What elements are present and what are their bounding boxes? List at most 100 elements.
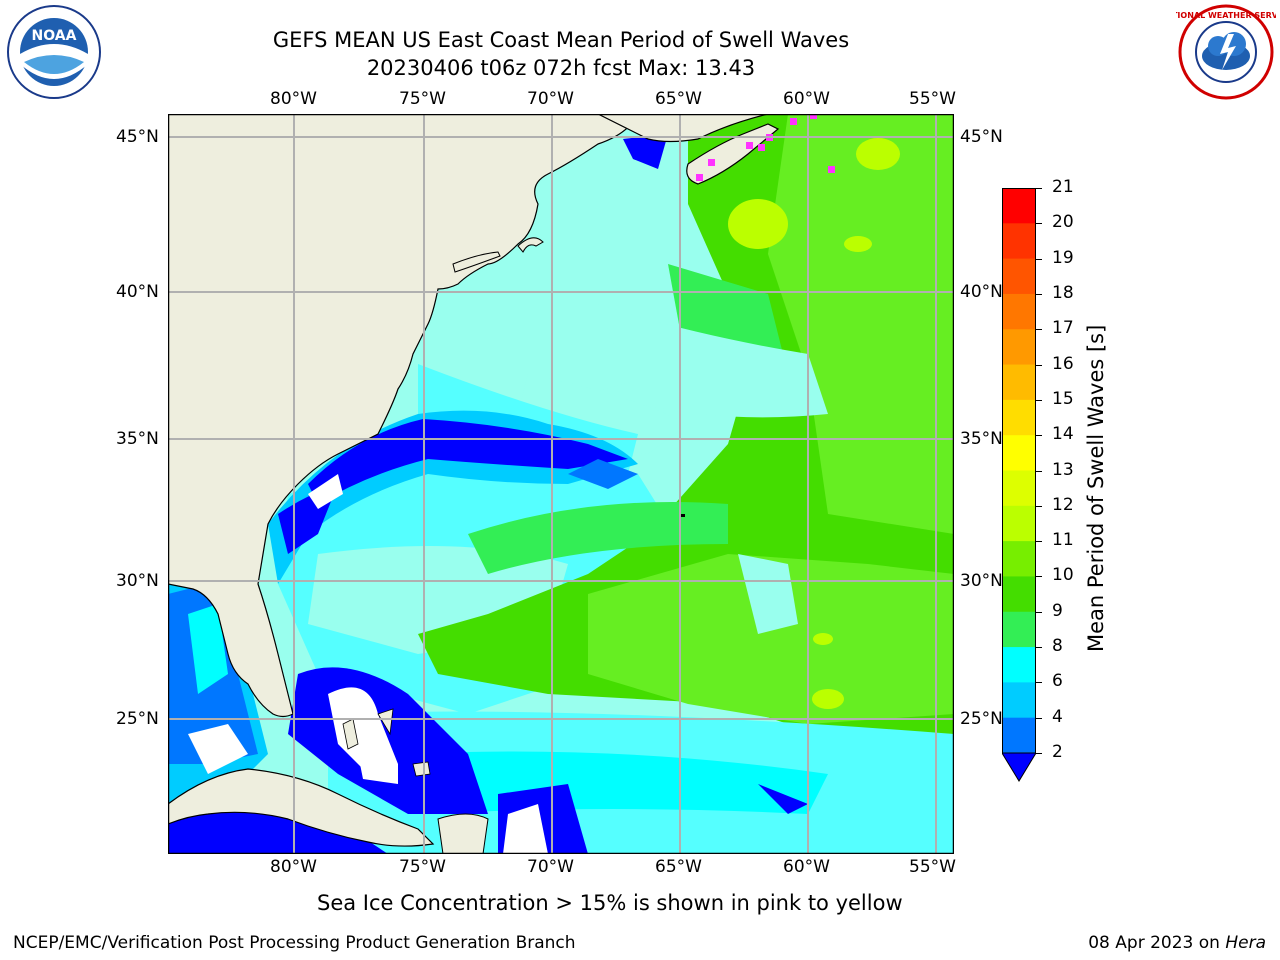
colorbar-swatch: [1002, 470, 1036, 507]
colorbar-tick-mark: [1036, 293, 1042, 295]
masked-area: [308, 474, 343, 509]
masked-area: [503, 804, 548, 854]
lat-label-left: 30°N: [116, 571, 159, 591]
map-border: [167, 113, 955, 855]
colorbar-tick-label: 11: [1052, 530, 1074, 551]
colorbar-tick-label: 8: [1052, 636, 1063, 657]
masked-area: [328, 687, 398, 774]
lat-label-left: 45°N: [116, 127, 159, 147]
lon-label-top: 55°W: [909, 89, 956, 109]
colorbar-swatch: [1002, 329, 1036, 366]
colorbar-tick-label: 20: [1052, 212, 1074, 233]
colorbar: [1001, 188, 1037, 783]
lat-label-left: 40°N: [116, 282, 159, 302]
colorbar-swatch: [1002, 223, 1036, 260]
noaa-logo: NOAA: [4, 4, 104, 100]
colorbar-swatch: [1002, 647, 1036, 683]
colorbar-tick-mark: [1036, 188, 1042, 189]
period-peak: [856, 138, 900, 170]
chart-title: GEFS MEAN US East Coast Mean Period of S…: [272, 28, 850, 52]
lon-label-bottom: 65°W: [655, 857, 702, 877]
colorbar-tick-label: 16: [1052, 353, 1074, 374]
period-region: [168, 804, 388, 854]
colorbar-tick-label: 9: [1052, 600, 1063, 621]
colorbar-tick-label: 19: [1052, 247, 1074, 268]
colorbar-tick-mark: [1036, 364, 1042, 366]
noaa-logo-text: NOAA: [32, 28, 77, 44]
lon-label-top: 65°W: [655, 89, 702, 109]
lat-label-right: 25°N: [960, 709, 1003, 729]
sea-ice-marker: [828, 166, 835, 173]
footer-machine: Hera: [1225, 933, 1266, 953]
colorbar-swatches: [1001, 188, 1037, 782]
colorbar-swatch: [1002, 541, 1036, 577]
graticule: [168, 114, 954, 854]
masked-area: [358, 754, 398, 784]
lon-label-bottom: 60°W: [783, 857, 830, 877]
colorbar-swatch: [1002, 611, 1036, 648]
colorbar-tick-label: 15: [1052, 388, 1074, 409]
colorbar-tick-label: 13: [1052, 459, 1074, 480]
colorbar-swatch: [1002, 435, 1036, 471]
lat-label-right: 45°N: [960, 127, 1003, 147]
lon-label-top: 60°W: [783, 89, 830, 109]
colorbar-tick-mark: [1036, 258, 1042, 260]
colorbar-tick-mark: [1036, 682, 1042, 684]
cuba-land: [168, 768, 435, 847]
colorbar-swatch: [1002, 505, 1036, 542]
svg-text:NATIONAL WEATHER SERVICE: NATIONAL WEATHER SERVICE: [1176, 11, 1276, 20]
lat-label-left: 25°N: [116, 709, 159, 729]
period-region: [738, 554, 798, 634]
lat-label-right: 35°N: [960, 429, 1003, 449]
colorbar-tick-label: 4: [1052, 706, 1063, 727]
canada-land: [597, 114, 954, 143]
sea-ice-marker: [696, 174, 703, 181]
colorbar-tick-mark: [1036, 753, 1042, 754]
sea-ice-marker: [708, 159, 715, 166]
lon-label-bottom: 55°W: [909, 857, 956, 877]
colorbar-frame: [1002, 188, 1036, 754]
lon-label-bottom: 80°W: [270, 857, 317, 877]
sea-ice-note: Sea Ice Concentration > 15% is shown in …: [317, 891, 903, 915]
sea-ice-marker: [746, 142, 753, 149]
colorbar-tick-label: 18: [1052, 282, 1074, 303]
period-peak: [812, 689, 844, 709]
colorbar-extend-arrow: [1001, 752, 1037, 782]
colorbar-tick-label: 10: [1052, 565, 1074, 586]
colorbar-tick-mark: [1036, 576, 1042, 578]
period-region: [758, 784, 808, 814]
national-weather-service-logo: NATIONAL WEATHER SERVICE: [1160, 4, 1280, 100]
colorbar-swatch: [1002, 293, 1036, 330]
chart-subtitle: 20230406 t06z 072h fcst Max: 13.43: [366, 56, 756, 80]
colorbar-tick-mark: [1036, 399, 1042, 401]
hispaniola-land: [437, 813, 489, 854]
swell-period-map: [167, 113, 955, 855]
lon-label-top: 70°W: [527, 89, 574, 109]
colorbar-tick-label: 2: [1052, 742, 1063, 762]
footer-date: 08 Apr 2023 on Hera: [1088, 933, 1266, 953]
period-region: [768, 114, 954, 534]
long-island: [452, 251, 501, 273]
bahamas-island: [342, 718, 359, 750]
footer-date-text: 08 Apr 2023 on: [1088, 933, 1226, 953]
lat-label-right: 30°N: [960, 571, 1003, 591]
lon-label-top: 75°W: [399, 89, 446, 109]
colorbar-tick-mark: [1036, 435, 1042, 437]
colorbar-tick-label: 12: [1052, 494, 1074, 515]
colorbar-tick-mark: [1036, 470, 1042, 472]
colorbar-tick-label: 14: [1052, 424, 1074, 445]
north-america-land: [168, 114, 639, 718]
period-peak: [813, 633, 833, 645]
bahamas-island: [377, 708, 394, 736]
colorbar-swatch: [1002, 258, 1036, 295]
colorbar-tick-mark: [1036, 647, 1042, 649]
period-region: [598, 304, 828, 418]
bahamas-island: [412, 761, 431, 777]
period-region: [188, 604, 228, 694]
colorbar-tick-mark: [1036, 611, 1042, 613]
map-panel: [167, 113, 955, 855]
colorbar-tick-mark: [1036, 223, 1042, 225]
colorbar-tick-label: 21: [1052, 177, 1074, 197]
bermuda-island: [679, 514, 685, 517]
period-region: [623, 134, 668, 169]
